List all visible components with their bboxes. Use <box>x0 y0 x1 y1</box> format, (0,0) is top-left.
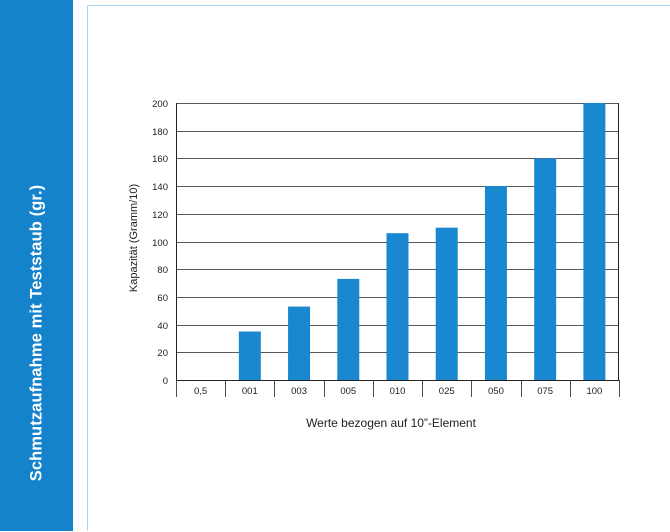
x-tick-label: 0,5 <box>194 386 207 397</box>
bar <box>337 278 360 380</box>
x-tick-label: 003 <box>291 386 307 397</box>
y-tick-labels: 0 20 40 60 80 100 120 140 160 180 200 <box>152 99 168 387</box>
bar <box>238 331 261 380</box>
x-tick-label: 010 <box>390 386 406 397</box>
bar <box>435 227 458 380</box>
chart-panel: 0 20 40 60 80 100 120 140 160 180 200 0,5 001 003 005… <box>87 5 670 531</box>
x-tick-label: 005 <box>340 386 356 397</box>
bars <box>238 103 606 380</box>
y-tick-label: 80 <box>157 265 168 276</box>
y-axis-label: Kapazität (Gramm/10) <box>128 184 140 292</box>
x-tick-label: 050 <box>488 386 504 397</box>
sidebar-title: Schmutzaufnahme mit Teststaub (gr.) <box>27 184 46 482</box>
x-tick-label: 100 <box>586 386 602 397</box>
y-tick-label: 100 <box>152 238 168 249</box>
y-tick-label: 0 <box>163 376 168 387</box>
bar-chart: 0 20 40 60 80 100 120 140 160 180 200 0,5 001 003 005… <box>128 99 620 430</box>
y-tick-label: 160 <box>152 154 168 165</box>
x-tick-label: 075 <box>537 386 553 397</box>
y-tick-label: 60 <box>157 293 168 304</box>
bar <box>288 306 311 380</box>
bar <box>583 103 606 380</box>
x-axis-label: Werte bezogen auf 10”-Element <box>306 416 477 430</box>
y-tick-label: 20 <box>157 348 168 359</box>
sidebar: Schmutzaufnahme mit Teststaub (gr.) <box>0 0 73 531</box>
bar <box>534 158 557 380</box>
y-tick-label: 200 <box>152 99 168 110</box>
bar <box>386 233 409 380</box>
x-tick-labels: 0,5 001 003 005 010 025 050 075 100 <box>194 386 602 397</box>
y-tick-label: 120 <box>152 210 168 221</box>
y-tick-label: 40 <box>157 321 168 332</box>
bar <box>484 186 507 380</box>
axes <box>176 103 620 397</box>
x-tick-label: 001 <box>242 386 258 397</box>
y-tick-label: 140 <box>152 182 168 193</box>
x-tick-label: 025 <box>439 386 455 397</box>
y-tick-label: 180 <box>152 127 168 138</box>
